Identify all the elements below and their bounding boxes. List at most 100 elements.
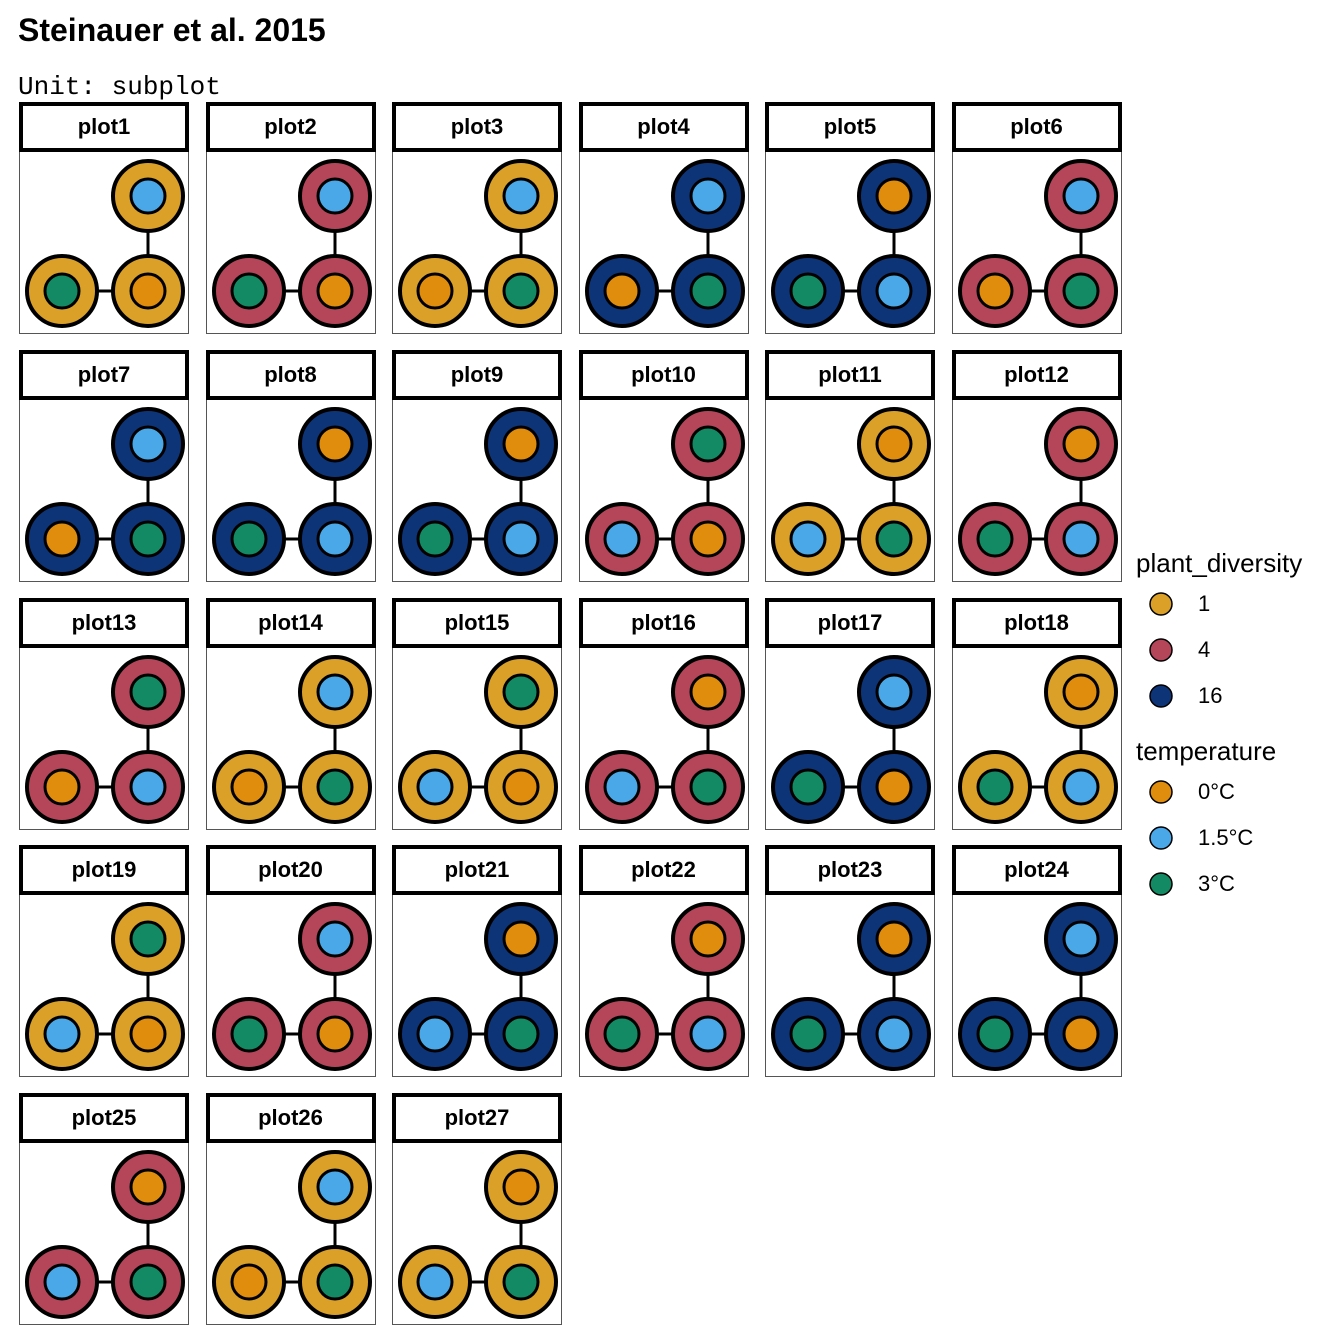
node-bottom-left — [771, 501, 845, 576]
node-bottom-left — [584, 254, 659, 328]
temperature-dot — [1062, 425, 1099, 463]
temperature-dot — [789, 768, 827, 806]
temperature-dot — [875, 920, 913, 958]
node-top — [297, 654, 372, 729]
temperature-dot — [230, 520, 267, 558]
temperature-dot — [689, 1015, 726, 1053]
legend-key-icon — [1149, 638, 1173, 662]
temperature-dot — [316, 673, 353, 711]
panel-plot15: plot15 — [392, 597, 562, 830]
figure-subtitle: Unit: subplot — [18, 72, 221, 102]
legend-label: 16 — [1198, 683, 1223, 708]
node-bottom-right — [297, 501, 372, 576]
node-bottom-right — [857, 749, 931, 824]
temperature-dot — [689, 520, 726, 558]
node-bottom-right — [297, 254, 372, 328]
panel-strip-label: plot25 — [19, 1093, 189, 1144]
network-diagram — [25, 406, 185, 576]
temperature-dot — [689, 272, 726, 310]
legend-key-icon — [1149, 684, 1173, 708]
network-diagram — [398, 654, 558, 824]
node-bottom-left — [584, 749, 659, 824]
temperature-dot — [789, 520, 827, 558]
temperature-dot — [502, 425, 540, 463]
panel-plot21: plot21 — [392, 845, 562, 1078]
panel-plot2: plot2 — [205, 102, 376, 334]
temperature-dot — [976, 520, 1013, 558]
node-bottom-right — [111, 501, 185, 576]
panel-plot20: plot20 — [205, 845, 376, 1078]
network-diagram — [211, 902, 372, 1072]
node-top — [484, 159, 558, 233]
temperature-legend-item: 0°C — [1136, 769, 1344, 815]
node-bottom-right — [1043, 501, 1118, 576]
network-diagram — [771, 159, 931, 328]
legend-label: 3°C — [1198, 871, 1235, 896]
temperature-dot — [129, 768, 167, 806]
panel-plot10: plot10 — [578, 349, 749, 582]
temperature-dot — [502, 1015, 540, 1053]
temperature-dot — [316, 177, 353, 215]
temperature-dot — [502, 1263, 540, 1301]
node-bottom-right — [297, 1245, 372, 1320]
legend-group-temperature: 0°C 1.5°C 3°C — [1136, 769, 1344, 907]
temperature-dot — [230, 768, 267, 806]
node-bottom-left — [211, 501, 286, 576]
temperature-dot — [1062, 177, 1099, 215]
panel-strip-label: plot2 — [205, 102, 376, 152]
panel-strip-label: plot18 — [951, 597, 1122, 648]
temperature-dot — [502, 1168, 540, 1206]
temperature-dot — [316, 920, 353, 958]
node-bottom-right — [111, 1245, 185, 1320]
node-bottom-right — [1043, 997, 1118, 1072]
panel-plot27: plot27 — [392, 1093, 562, 1326]
node-bottom-right — [484, 254, 558, 328]
panel-strip-label: plot17 — [765, 597, 935, 648]
node-top — [111, 1150, 185, 1225]
node-bottom-right — [111, 749, 185, 824]
temperature-dot — [789, 1015, 827, 1053]
node-bottom-left — [398, 749, 472, 824]
node-top — [1043, 159, 1118, 233]
node-bottom-right — [111, 997, 185, 1072]
node-bottom-left — [584, 501, 659, 576]
node-bottom-left — [211, 997, 286, 1072]
temperature-dot — [789, 272, 827, 310]
panel-strip-label: plot27 — [392, 1093, 562, 1144]
panel-strip-label: plot14 — [205, 597, 376, 648]
node-top — [484, 902, 558, 977]
temperature-dot — [1062, 272, 1099, 310]
node-top — [857, 406, 931, 481]
node-top — [857, 902, 931, 977]
network-diagram — [398, 406, 558, 576]
temperature-dot — [316, 272, 353, 310]
node-top — [857, 159, 931, 233]
node-top — [111, 406, 185, 481]
temperature-dot — [603, 272, 640, 310]
network-diagram — [25, 159, 185, 328]
temperature-dot — [43, 272, 81, 310]
legend-label: 4 — [1198, 637, 1211, 662]
node-bottom-right — [484, 997, 558, 1072]
temperature-dot — [875, 177, 913, 215]
panel-plot23: plot23 — [765, 845, 935, 1078]
node-bottom-left — [25, 1245, 99, 1320]
network-diagram — [771, 902, 931, 1072]
node-bottom-left — [398, 254, 472, 328]
panel-plot8: plot8 — [205, 349, 376, 582]
panel-strip-label: plot23 — [765, 845, 935, 896]
network-diagram — [211, 654, 372, 824]
node-bottom-left — [398, 501, 472, 576]
node-bottom-left — [25, 254, 99, 328]
temperature-dot — [230, 1015, 267, 1053]
panel-strip-label: plot21 — [392, 845, 562, 896]
panel-plot14: plot14 — [205, 597, 376, 830]
node-bottom-left — [957, 501, 1032, 576]
network-diagram — [957, 159, 1118, 328]
node-bottom-left — [25, 997, 99, 1072]
panel-strip-label: plot11 — [765, 349, 935, 400]
panel-plot5: plot5 — [765, 102, 935, 334]
node-top — [111, 654, 185, 729]
node-top — [297, 159, 372, 233]
network-diagram — [211, 159, 372, 328]
